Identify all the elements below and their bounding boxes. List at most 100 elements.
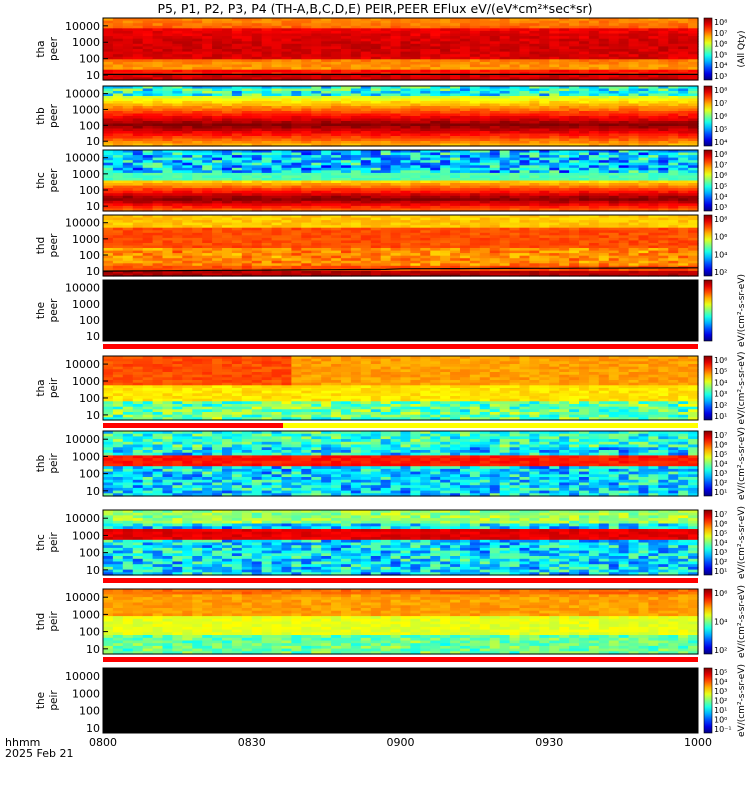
y-tick-label: 1000 [72, 103, 100, 116]
y-tick-label: 10 [86, 265, 100, 278]
panel-thd-peer: 10000 1000 100 10 thd peer 10⁸ 10⁶ 10⁴ 10² [35, 214, 727, 278]
y-tick-label: 10000 [65, 358, 100, 371]
panel-frame [102, 509, 699, 576]
y-tick-label: 100 [79, 119, 100, 132]
colorbar-tick-label: 10⁴ [714, 460, 727, 469]
colorbar-tick-label: 10² [714, 558, 727, 567]
x-tick-label: 0900 [387, 736, 415, 749]
colorbar-tick-label: 10³ [714, 390, 727, 399]
y-tick-label: 100 [79, 53, 100, 66]
y-tick-label: 10000 [65, 88, 100, 101]
y-tick-label: 10 [86, 409, 100, 422]
colorbar-tick-label: 10⁶ [714, 356, 727, 365]
panel-frame [102, 85, 699, 147]
colorbar [703, 279, 713, 342]
x-tick-label: 0800 [89, 736, 117, 749]
y-axis-label: peer [48, 168, 60, 193]
colorbar-tick-label: 10¹ [714, 567, 727, 576]
colorbar-tick-label: 10² [714, 268, 727, 277]
colorbar-tick-label: 10⁵ [714, 50, 727, 59]
y-tick-label: 10 [86, 200, 100, 213]
y-tick-label: 10000 [65, 217, 100, 230]
y-axis-label: thb [35, 454, 47, 472]
colorbar-label: (All Qty) [737, 31, 747, 68]
y-axis-label: thc [35, 172, 47, 189]
y-tick-label: 1000 [72, 36, 100, 49]
colorbar-tick-label: 10⁶ [714, 520, 727, 529]
colorbar-label: eV/(cm²-s-sr-eV) [737, 506, 747, 579]
y-tick-label: 1000 [72, 450, 100, 463]
x-axis-header: hhmm 2025 Feb 21 [5, 737, 73, 759]
y-tick-label: 100 [79, 249, 100, 262]
y-tick-label: 10000 [65, 591, 100, 604]
colorbar-tick-label: 10³ [714, 203, 727, 212]
colorbar [703, 149, 713, 212]
y-tick-label: 10000 [65, 282, 100, 295]
colorbar-label: eV/(cm²-s-sr-eV) [737, 427, 747, 500]
y-tick-label: 10 [86, 722, 100, 735]
y-axis-label: tha [35, 40, 47, 57]
colorbar [703, 214, 713, 277]
y-axis-label: thd [35, 613, 47, 630]
y-axis-label: peer [48, 103, 60, 128]
y-axis-label: peer [48, 298, 60, 323]
y-tick-label: 100 [79, 705, 100, 718]
y-tick-label: 10 [86, 69, 100, 82]
colorbar-tick-label: 10⁴ [714, 618, 727, 627]
y-axis-label: thb [35, 107, 47, 125]
colorbar-tick-label: 10⁶ [714, 441, 727, 450]
y-axis-label: peir [48, 453, 60, 474]
y-axis-label: peir [48, 377, 60, 398]
y-tick-label: 1000 [72, 168, 100, 181]
colorbar-tick-label: 10³ [714, 469, 727, 478]
colorbar-tick-label: 10⁴ [714, 678, 727, 687]
status-bar [103, 344, 698, 349]
colorbar-tick-label: 10⁸ [714, 86, 727, 95]
colorbar-tick-label: 10² [714, 479, 727, 488]
colorbar-tick-label: 10⁷ [714, 510, 727, 519]
panel-thb-peir: 10000 1000 100 10 thb peir 10⁷10⁶10⁵10⁴10³10²1… [35, 427, 747, 500]
colorbar [703, 588, 713, 655]
colorbar-tick-label: 10⁵ [714, 367, 727, 376]
panel-frame [102, 588, 699, 655]
colorbar-tick-label: 10² [714, 697, 727, 706]
colorbar-tick-label: 10³ [714, 72, 727, 81]
colorbar-tick-label: 10⁵ [714, 450, 727, 459]
colorbar-label: eV/(cm²-s-sr-eV) [737, 664, 747, 737]
colorbar-tick-label: 10² [714, 401, 727, 410]
y-tick-label: 1000 [72, 687, 100, 700]
colorbar-tick-label: 10² [714, 646, 727, 655]
colorbar-tick-label: 10⁴ [714, 539, 727, 548]
colorbar-tick-label: 10¹ [714, 706, 727, 715]
x-axis-date-label: 2025 Feb 21 [5, 747, 74, 760]
colorbar-tick-label: 10⁴ [714, 250, 727, 259]
y-tick-label: 1000 [72, 298, 100, 311]
panel-the-peer: 10000 1000 100 10 the peer eV/(cm²-s-sr-eV) [35, 274, 747, 349]
y-tick-label: 10000 [65, 433, 100, 446]
status-bar [103, 657, 698, 662]
colorbar-label: eV/(cm²-s-sr-eV) [737, 585, 747, 658]
colorbar [703, 17, 713, 81]
colorbar-tick-label: 10³ [714, 687, 727, 696]
x-axis-unit-label: hhmm [5, 736, 41, 749]
colorbar [703, 667, 713, 734]
colorbar-tick-label: 10⁷ [714, 29, 727, 38]
colorbar-tick-label: 10³ [714, 548, 727, 557]
panel-frame [102, 279, 699, 342]
y-tick-label: 10 [86, 330, 100, 343]
colorbar-tick-label: 10⁶ [714, 589, 727, 598]
y-tick-label: 1000 [72, 608, 100, 621]
empty-panel-fill [103, 668, 698, 733]
y-tick-label: 100 [79, 547, 100, 560]
colorbar-tick-label: 10⁸ [714, 150, 727, 159]
colorbar [703, 509, 713, 576]
colorbar-tick-label: 10⁵ [714, 668, 727, 677]
empty-panel-fill [103, 280, 698, 341]
colorbar-tick-label: 10⁸ [714, 18, 727, 27]
y-tick-label: 10 [86, 643, 100, 656]
colorbar-tick-label: 10⁰ [714, 716, 727, 725]
y-axis-label: the [35, 302, 47, 319]
colorbar-tick-label: 10⁷ [714, 431, 727, 440]
panel-frame [102, 430, 699, 497]
